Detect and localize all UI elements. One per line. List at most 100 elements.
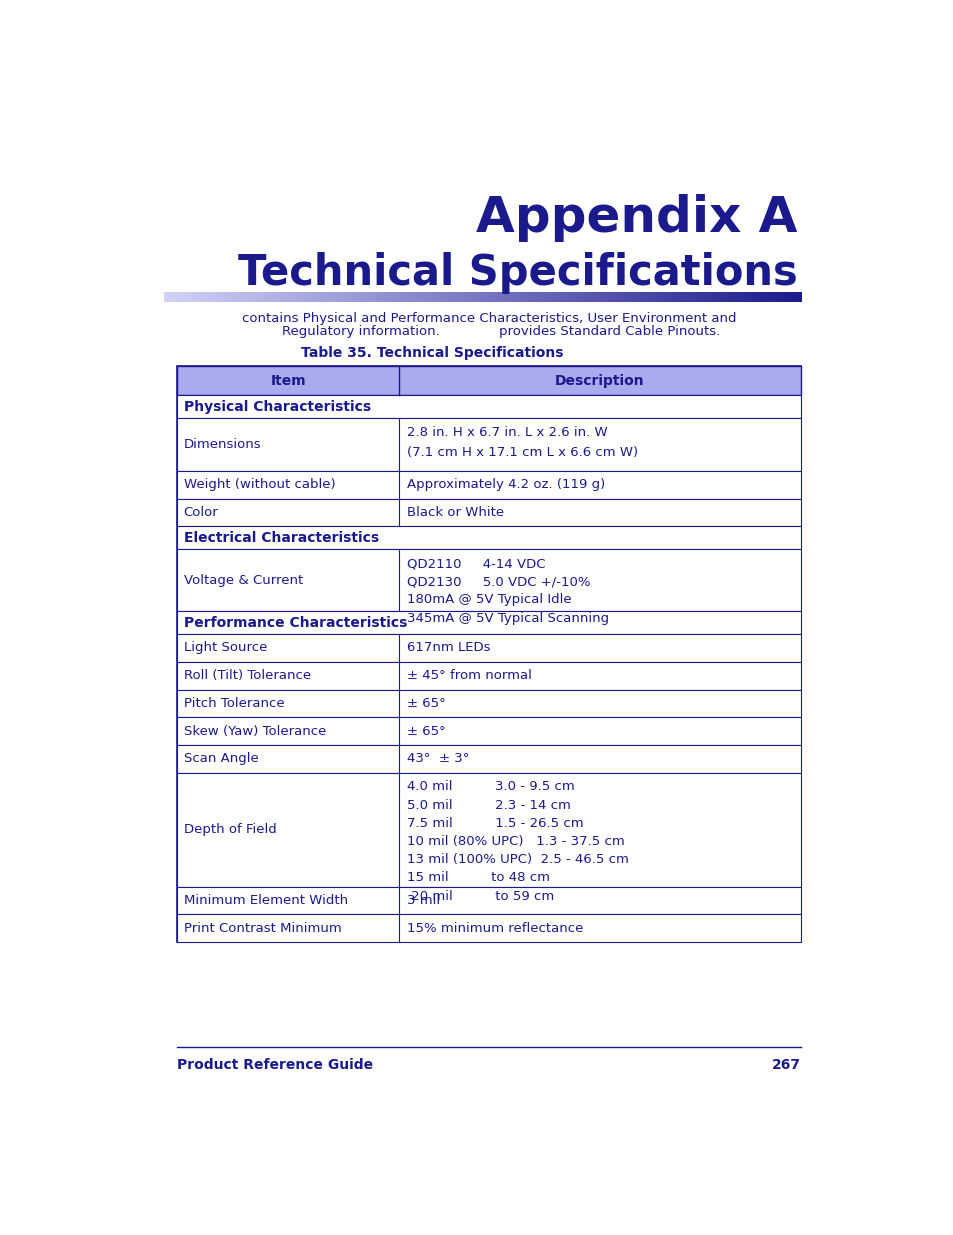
Text: Technical Specifications: Technical Specifications (237, 252, 797, 294)
Bar (226, 293, 228, 303)
Bar (620, 293, 622, 303)
Bar (706, 293, 708, 303)
Bar (176, 293, 179, 303)
Bar (646, 293, 648, 303)
Bar (456, 293, 457, 303)
Bar (416, 293, 417, 303)
Bar (687, 293, 689, 303)
Bar (777, 293, 779, 303)
Bar (212, 293, 213, 303)
Bar (199, 293, 201, 303)
Bar (581, 293, 583, 303)
Bar (658, 293, 659, 303)
Bar (261, 293, 263, 303)
Bar (516, 293, 517, 303)
Bar (648, 293, 650, 303)
Bar (619, 293, 621, 303)
Bar (441, 293, 443, 303)
Bar (691, 293, 693, 303)
Bar (442, 293, 444, 303)
Bar (634, 293, 636, 303)
Bar (177, 366, 801, 942)
Bar (533, 293, 535, 303)
Bar (306, 293, 308, 303)
Bar (403, 293, 405, 303)
Bar (299, 293, 301, 303)
Bar (425, 293, 427, 303)
Bar (560, 293, 562, 303)
Bar (408, 293, 410, 303)
Text: 267: 267 (771, 1058, 801, 1072)
Bar (196, 293, 198, 303)
Bar (335, 293, 336, 303)
Bar (563, 293, 565, 303)
Bar (779, 293, 781, 303)
Bar (613, 293, 615, 303)
Bar (743, 293, 745, 303)
Bar (401, 293, 403, 303)
Bar (665, 293, 667, 303)
Bar (375, 293, 377, 303)
Bar (635, 293, 637, 303)
Bar (644, 293, 646, 303)
Text: Physical Characteristics: Physical Characteristics (183, 400, 371, 414)
Bar (385, 293, 387, 303)
Bar (641, 293, 643, 303)
Bar (537, 293, 538, 303)
Text: Scan Angle: Scan Angle (183, 752, 258, 766)
Bar (173, 293, 175, 303)
Bar (600, 293, 602, 303)
Bar (759, 293, 761, 303)
Bar (793, 293, 795, 303)
Bar (557, 293, 559, 303)
Bar (565, 293, 567, 303)
Bar (433, 293, 435, 303)
Bar (447, 293, 449, 303)
Text: Performance Characteristics: Performance Characteristics (183, 615, 407, 630)
Bar (211, 293, 213, 303)
Bar (780, 293, 781, 303)
Bar (377, 293, 379, 303)
Bar (568, 293, 570, 303)
Bar (575, 293, 577, 303)
Bar (237, 293, 239, 303)
Bar (177, 526, 801, 550)
Bar (699, 293, 700, 303)
Text: Color: Color (183, 506, 218, 519)
Bar (239, 293, 241, 303)
Bar (288, 293, 290, 303)
Bar (670, 293, 672, 303)
Bar (221, 293, 223, 303)
Bar (694, 293, 696, 303)
Bar (546, 293, 548, 303)
Bar (659, 293, 660, 303)
Bar (775, 293, 777, 303)
Text: Voltage & Current: Voltage & Current (183, 574, 302, 587)
Bar (178, 293, 180, 303)
Bar (373, 293, 375, 303)
Bar (592, 293, 594, 303)
Bar (710, 293, 712, 303)
Bar (323, 293, 325, 303)
Bar (342, 293, 344, 303)
Bar (230, 293, 232, 303)
Bar (242, 293, 244, 303)
Text: Item: Item (270, 374, 306, 388)
Bar (382, 293, 384, 303)
Bar (307, 293, 309, 303)
Bar (352, 293, 354, 303)
Bar (436, 293, 438, 303)
Bar (197, 293, 199, 303)
Bar (547, 293, 550, 303)
Bar (458, 293, 460, 303)
Bar (789, 293, 791, 303)
Bar (724, 293, 726, 303)
Text: 2.8 in. H x 6.7 in. L x 2.6 in. W: 2.8 in. H x 6.7 in. L x 2.6 in. W (406, 426, 607, 440)
Bar (554, 293, 556, 303)
Bar (309, 293, 311, 303)
Text: provides Standard Cable Pinouts.: provides Standard Cable Pinouts. (498, 325, 720, 338)
Bar (420, 293, 422, 303)
Text: Product Reference Guide: Product Reference Guide (177, 1058, 374, 1072)
Bar (193, 293, 194, 303)
Bar (686, 293, 688, 303)
